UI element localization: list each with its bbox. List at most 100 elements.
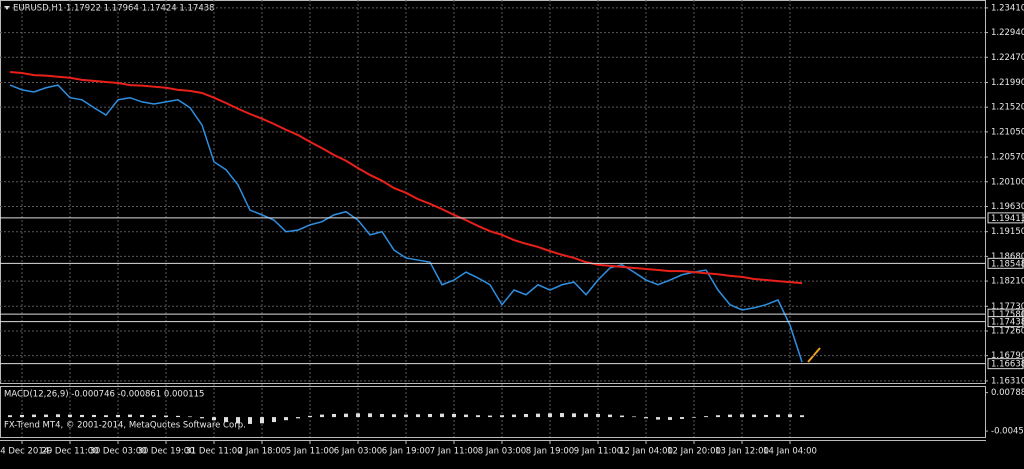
histogram-bar — [344, 413, 348, 418]
y-tick-label: 1.17260 — [991, 326, 1024, 336]
histogram-bar — [224, 417, 228, 423]
histogram-bar — [728, 414, 732, 418]
histogram-bar — [560, 413, 564, 418]
y-tick-label: -0.00450 — [991, 427, 1024, 437]
y-tick-label: 1.16310 — [991, 376, 1024, 386]
histogram-bar — [44, 414, 48, 418]
histogram-bar — [368, 413, 372, 418]
y-tick-label: 1.23410 — [991, 3, 1024, 13]
histogram-bar — [236, 417, 240, 424]
plot — [0, 70, 985, 424]
x-tick-label: 12 Jan 04:00 — [619, 447, 673, 457]
y-tick-label: 1.20570 — [991, 153, 1024, 163]
y-tick-label: 1.20100 — [991, 177, 1024, 187]
histogram-bar — [380, 413, 384, 418]
axes: 1.23410 1.22940 1.22470 1.21990 1.21520 1.210… — [0, 3, 1024, 456]
histogram-bar — [656, 417, 660, 420]
histogram-bar — [332, 413, 336, 418]
histogram-bar — [200, 417, 204, 419]
level-label-box — [987, 358, 1024, 370]
x-tick-label: 29 Dec 11:00 — [41, 447, 98, 457]
histogram-bar — [704, 416, 708, 418]
histogram-bar — [356, 413, 360, 418]
level-label: 1.17580 — [991, 310, 1024, 320]
y-tick-label: 1.21050 — [991, 127, 1024, 137]
histogram-bar — [548, 413, 552, 418]
histogram-bar — [800, 415, 804, 418]
histogram-bar — [296, 417, 300, 419]
arrow — [807, 347, 821, 363]
price-line — [9, 84, 803, 363]
level-label: 1.17438 — [991, 318, 1024, 328]
histogram-bar — [500, 415, 504, 418]
histogram-bar — [140, 414, 144, 418]
histogram-bar — [188, 416, 192, 418]
x-tick-label: 30 Dec 03:00 — [89, 447, 146, 457]
histogram-bar — [572, 413, 576, 418]
histogram-bar — [452, 413, 456, 418]
y-tick-label: 0.00788 — [991, 388, 1024, 398]
level-label: 1.18548 — [991, 259, 1024, 269]
level-label-box — [987, 257, 1024, 269]
histogram-bar — [176, 415, 180, 418]
x-tick-label: 2 Jan 18:00 — [238, 447, 286, 457]
y-tick-label: 1.19150 — [991, 227, 1024, 237]
histogram-bar — [488, 415, 492, 418]
histogram-bar — [596, 413, 600, 418]
histogram-bar — [536, 413, 540, 418]
histogram-bar — [272, 417, 276, 423]
macd-frame — [0, 386, 986, 438]
histogram-bar — [416, 414, 420, 418]
y-tick-label: 1.22470 — [991, 53, 1024, 63]
histogram-bar — [740, 414, 744, 418]
grid — [0, 0, 985, 437]
histogram-bar — [104, 415, 108, 418]
x-tick-label: 30 Dec 19:00 — [137, 447, 194, 457]
histogram-bar — [392, 414, 396, 418]
level-label-box — [987, 316, 1024, 328]
chart-title: EURUSD,H1 1.17922 1.17964 1.17424 1.1743… — [13, 4, 215, 14]
histogram-bar — [8, 415, 12, 418]
x-tick-label: 13 Jan 12:00 — [715, 447, 769, 457]
histogram-bar — [668, 417, 672, 420]
histogram-bar — [20, 414, 24, 418]
footer: FX-Trend MT4, © 2001-2014, MetaQuotes So… — [4, 421, 246, 431]
histogram-bar — [464, 414, 468, 418]
x-tick-label: 31 Dec 11:00 — [185, 447, 242, 457]
histogram-bar — [788, 414, 792, 418]
histogram-bar — [248, 417, 252, 424]
histogram-bar — [68, 414, 72, 418]
histogram-bar — [512, 414, 516, 418]
x-tick-label: 6 Jan 19:00 — [382, 447, 430, 457]
histogram-bar — [284, 417, 288, 421]
moving-average — [9, 70, 803, 285]
y-tick-label: 1.18680 — [991, 252, 1024, 262]
histogram-bar — [476, 415, 480, 418]
histogram-bar — [692, 417, 696, 418]
y-tick-label: 1.16790 — [991, 351, 1024, 361]
histogram-bar — [32, 414, 36, 418]
y-tick-label: 1.17730 — [991, 302, 1024, 312]
histogram-bar — [608, 414, 612, 418]
histogram-bar — [404, 414, 408, 418]
main-frame — [0, 0, 986, 384]
y-tick-label: 1.22940 — [991, 28, 1024, 38]
histogram-bar — [776, 414, 780, 418]
menu-icon[interactable] — [4, 6, 10, 10]
x-tick-label: 5 Jan 11:00 — [286, 447, 334, 457]
histogram-bar — [260, 417, 264, 424]
histogram-bar — [320, 414, 324, 418]
y-tick-label: 1.21990 — [991, 78, 1024, 88]
histogram-bar — [80, 414, 84, 418]
y-tick-label: 1.18210 — [991, 277, 1024, 287]
level-label-box — [987, 212, 1024, 224]
histogram-bar — [644, 417, 648, 419]
x-tick-label: 14 Jan 04:00 — [763, 447, 817, 457]
x-tick-label: 9 Jan 11:00 — [574, 447, 622, 457]
histogram-bar — [56, 414, 60, 418]
x-tick-label: 7 Jan 11:00 — [430, 447, 478, 457]
level-label: 1.19413 — [991, 214, 1024, 224]
x-tick-label: 8 Jan 03:00 — [478, 447, 526, 457]
x-tick-label: 8 Jan 19:00 — [526, 447, 574, 457]
